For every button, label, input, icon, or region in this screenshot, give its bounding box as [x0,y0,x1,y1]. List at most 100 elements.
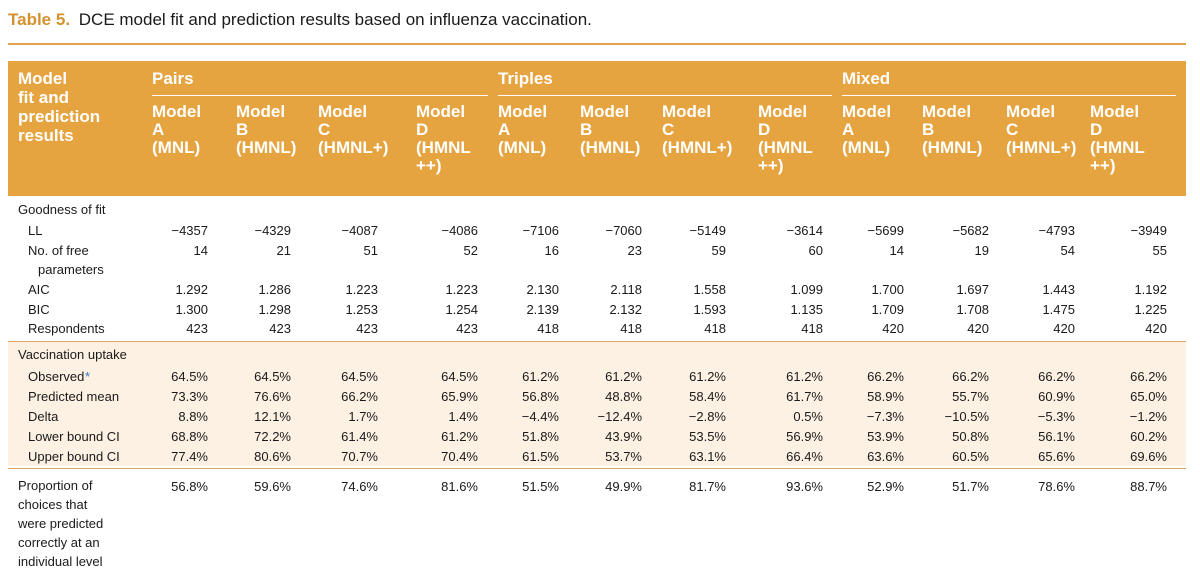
table-cell: 70.4% [441,449,478,464]
table-cell: 66.2% [1038,369,1075,384]
table-cell: −2.8% [688,409,726,424]
table-cell: 53.7% [605,449,642,464]
row-label: Observed [28,369,85,384]
table-cell: 64.5% [341,369,378,384]
table-cell: 55.7% [952,389,989,404]
table-cell: 64.5% [441,369,478,384]
table-cell: 70.7% [341,449,378,464]
row-label: Respondents [28,321,105,336]
table-cell: 1.475 [1042,302,1075,317]
table-caption: Table 5. DCE model fit and prediction re… [8,10,592,30]
row-label: BIC [28,302,50,317]
row-label: Delta [28,409,59,424]
table-cell: 23 [627,243,642,258]
table-cell: 56.8% [171,479,208,494]
table-row: Lower bound CI 68.8% 72.2% 61.4% 61.2% 51.8% 4… [8,426,1186,446]
table-cell: 61.2% [605,369,642,384]
table-cell: 418 [704,321,726,336]
table-cell: 72.2% [254,429,291,444]
table-cell: 1.254 [445,302,478,317]
table-cell: 423 [186,321,208,336]
table-cell: 66.4% [786,449,823,464]
table-cell: 60 [808,243,823,258]
section-title-goodness: Goodness of fit [18,202,106,217]
table-cell: −5.3% [1037,409,1075,424]
table-cell: 61.2% [786,369,823,384]
table-cell: 69.6% [1130,449,1167,464]
table-cell: 2.139 [526,302,559,317]
table-row: BIC 1.300 1.298 1.253 1.254 2.139 2.132 1.593 1.… [8,299,1186,319]
table-cell: 66.2% [867,369,904,384]
col-triples-model-c: Model C (HMNL+) [662,102,733,157]
table-cell: 1.135 [790,302,823,317]
table-cell: 66.2% [341,389,378,404]
col-triples-model-d: Model D (HMNL ++) [758,102,813,175]
col-pairs-model-c: Model C (HMNL+) [318,102,389,157]
table-row: No. of free 14 21 51 52 16 23 59 60 14 19 54 55 [8,240,1186,260]
table-cell: 1.292 [175,282,208,297]
table-cell: −4793 [1038,223,1075,238]
table-cell: −3949 [1130,223,1167,238]
table-header: Model fit and prediction results Pairs T… [8,61,1186,196]
table-cell: 73.3% [171,389,208,404]
table-cell: 1.4% [448,409,478,424]
table-cell: 0.5% [793,409,823,424]
table-cell: −5699 [867,223,904,238]
table-cell: 65.6% [1038,449,1075,464]
group-rule-mixed [842,95,1176,96]
table-cell: 16 [544,243,559,258]
table-cell: 59 [711,243,726,258]
table-cell: 54 [1060,243,1075,258]
table-row: Observed * 64.5% 64.5% 64.5% 64.5% 61.2% 61.2% 6… [8,366,1186,386]
table-cell: −3614 [786,223,823,238]
table-cell: 63.6% [867,449,904,464]
table-cell: 1.298 [258,302,291,317]
table-cell: 66.2% [952,369,989,384]
table-cell: 1.700 [871,282,904,297]
table-cell: 52.9% [867,479,904,494]
table-title: DCE model fit and prediction results bas… [78,10,592,29]
table-row: 56.8% 59.6% 74.6% 81.6% 51.5% 49.9% 81.7% 93.6%… [8,476,1186,496]
table-cell: 61.7% [786,389,823,404]
row-label: Lower bound CI [28,429,120,444]
table-cell: 58.4% [689,389,726,404]
table-cell: 74.6% [341,479,378,494]
table-cell: 8.8% [178,409,208,424]
table-cell: 418 [801,321,823,336]
table-cell: 1.099 [790,282,823,297]
table-cell: 55 [1152,243,1167,258]
group-pairs: Pairs [152,69,194,88]
table-cell: 423 [269,321,291,336]
table-cell: 50.8% [952,429,989,444]
table-cell: −1.2% [1129,409,1167,424]
table-cell: 93.6% [786,479,823,494]
col-mixed-model-b: Model B (HMNL) [922,102,983,157]
table-cell: 51.7% [952,479,989,494]
table-cell: 88.7% [1130,479,1167,494]
table-cell: 51 [363,243,378,258]
table-row: AIC 1.292 1.286 1.223 1.223 2.130 2.118 1.558 1.… [8,279,1186,299]
table-cell: 81.6% [441,479,478,494]
table-cell: −4086 [441,223,478,238]
table-cell: −12.4% [597,409,642,424]
table-cell: 1.223 [345,282,378,297]
table-cell: 1.593 [693,302,726,317]
table-cell: 1.558 [693,282,726,297]
row-label-proportion: Proportion of choices that were predicte… [18,478,104,569]
table-cell: 14 [889,243,904,258]
table-cell: 68.8% [171,429,208,444]
row-label: No. of free [28,243,89,258]
table-cell: 53.9% [867,429,904,444]
table-cell: 80.6% [254,449,291,464]
table-cell: −5682 [952,223,989,238]
table-cell: 2.118 [610,282,642,297]
table-cell: 76.6% [254,389,291,404]
table-cell: 56.8% [522,389,559,404]
table-cell: 56.1% [1038,429,1075,444]
group-rule-pairs [152,95,488,96]
caption-rule [8,43,1186,45]
table-cell: 53.5% [689,429,726,444]
group-mixed: Mixed [842,69,891,88]
section-divider [8,341,1186,342]
col-pairs-model-a: Model A (MNL) [152,102,202,157]
